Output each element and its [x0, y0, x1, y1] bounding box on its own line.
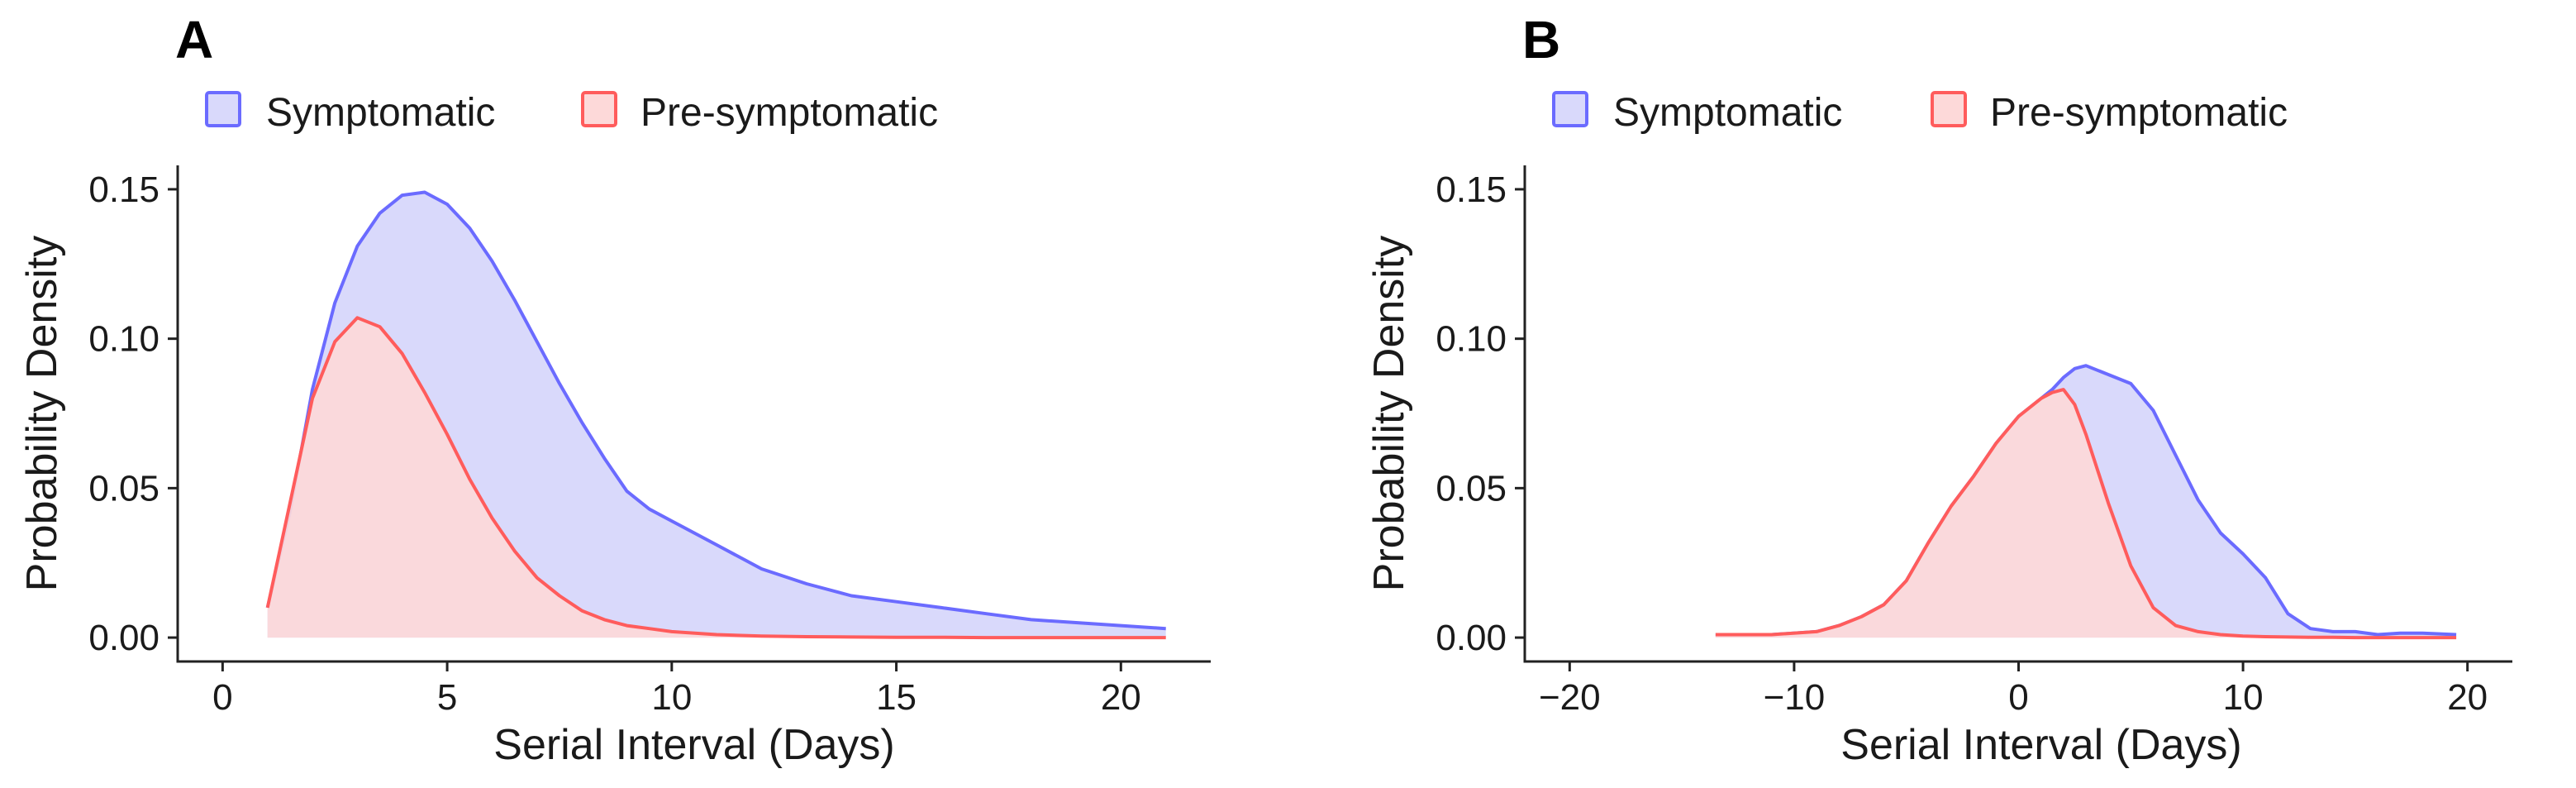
- panel-a-y-tick-label: 0.05: [88, 468, 160, 509]
- panel-b-legend-swatch-presymptomatic: [1931, 91, 1967, 127]
- panel-b-x-tick-label: 0: [2008, 677, 2028, 718]
- panel-b-letter: B: [1522, 10, 1560, 69]
- panel-a-x-tick-label: 0: [212, 677, 232, 718]
- panel-b-line-presymptomatic: [1715, 388, 2457, 640]
- panel-a-y-tick-label: 0.15: [88, 170, 160, 210]
- panel-a-legend-item-symptomatic[interactable]: Symptomatic: [205, 91, 495, 135]
- panel-a-x-tick-label: 20: [1101, 677, 1141, 718]
- panel-a-x-axis-title: Serial Interval (Days): [493, 721, 894, 769]
- panel-a-series: [265, 190, 1166, 640]
- panel-a-legend-label-symptomatic: Symptomatic: [266, 91, 495, 135]
- panel-b-series: [1715, 364, 2457, 640]
- panel-a-legend-swatch-presymptomatic: [581, 91, 617, 127]
- panel-b-x-tick-label: 20: [2447, 677, 2488, 718]
- panel-a-x-tick-label: 15: [876, 677, 917, 718]
- panel-a-y-tick-label: 0.10: [88, 319, 160, 360]
- panel-a-y-ticks: 0.00 0.05 0.10 0.15: [88, 170, 178, 658]
- panel-a-legend-label-presymptomatic: Pre-symptomatic: [640, 91, 938, 135]
- panel-a-area-presymptomatic: [267, 318, 1166, 638]
- panel-a-line-presymptomatic: [265, 316, 1166, 640]
- panel-a-legend-swatch-symptomatic: [205, 91, 241, 127]
- panel-b-legend-swatch-symptomatic: [1552, 91, 1588, 127]
- panel-a-axes: [176, 165, 1211, 663]
- panel-a-y-tick-label: 0.00: [88, 618, 160, 658]
- panel-b-legend-item-presymptomatic[interactable]: Pre-symptomatic: [1931, 91, 2288, 135]
- panel-a: A Symptomatic Pre-symptomatic 0 5 10 15 20 0…: [18, 10, 1211, 769]
- panel-b-legend-label-presymptomatic: Pre-symptomatic: [1990, 91, 2288, 135]
- panel-b-x-axis-title: Serial Interval (Days): [1840, 721, 2241, 769]
- panel-b-legend: Symptomatic Pre-symptomatic: [1552, 91, 2288, 135]
- panel-b-legend-item-symptomatic[interactable]: Symptomatic: [1552, 91, 1842, 135]
- panel-b-area-presymptomatic: [1715, 389, 2457, 638]
- panel-a-x-tick-label: 10: [651, 677, 692, 718]
- panel-b-y-tick-label: 0.05: [1436, 468, 1507, 509]
- panel-b-x-ticks: −20 −10 0 10 20: [1539, 661, 2488, 718]
- panel-a-y-axis-title: Probability Density: [18, 236, 66, 592]
- panel-b-x-tick-label: 10: [2223, 677, 2264, 718]
- panel-b-y-tick-label: 0.00: [1436, 618, 1507, 658]
- panel-b-y-tick-label: 0.15: [1436, 170, 1507, 210]
- panel-b-y-tick-label: 0.10: [1436, 319, 1507, 360]
- panel-b-y-axis-title: Probability Density: [1365, 236, 1413, 592]
- panel-b-y-ticks: 0.00 0.05 0.10 0.15: [1436, 170, 1525, 658]
- panel-a-legend: Symptomatic Pre-symptomatic: [205, 91, 938, 135]
- panel-b-axes: [1523, 165, 2512, 663]
- panel-b-legend-label-symptomatic: Symptomatic: [1613, 91, 1842, 135]
- panel-b-x-tick-label: −10: [1764, 677, 1826, 718]
- panel-a-x-ticks: 0 5 10 15 20: [212, 661, 1141, 718]
- panel-b: B Symptomatic Pre-symptomatic −20 −10 0 10 2…: [1365, 10, 2512, 769]
- panel-a-legend-item-presymptomatic[interactable]: Pre-symptomatic: [581, 91, 938, 135]
- panel-a-x-tick-label: 5: [437, 677, 457, 718]
- panel-a-line-symptomatic: [265, 190, 1166, 631]
- panel-b-x-tick-label: −20: [1539, 677, 1601, 718]
- panel-a-letter: A: [175, 10, 213, 69]
